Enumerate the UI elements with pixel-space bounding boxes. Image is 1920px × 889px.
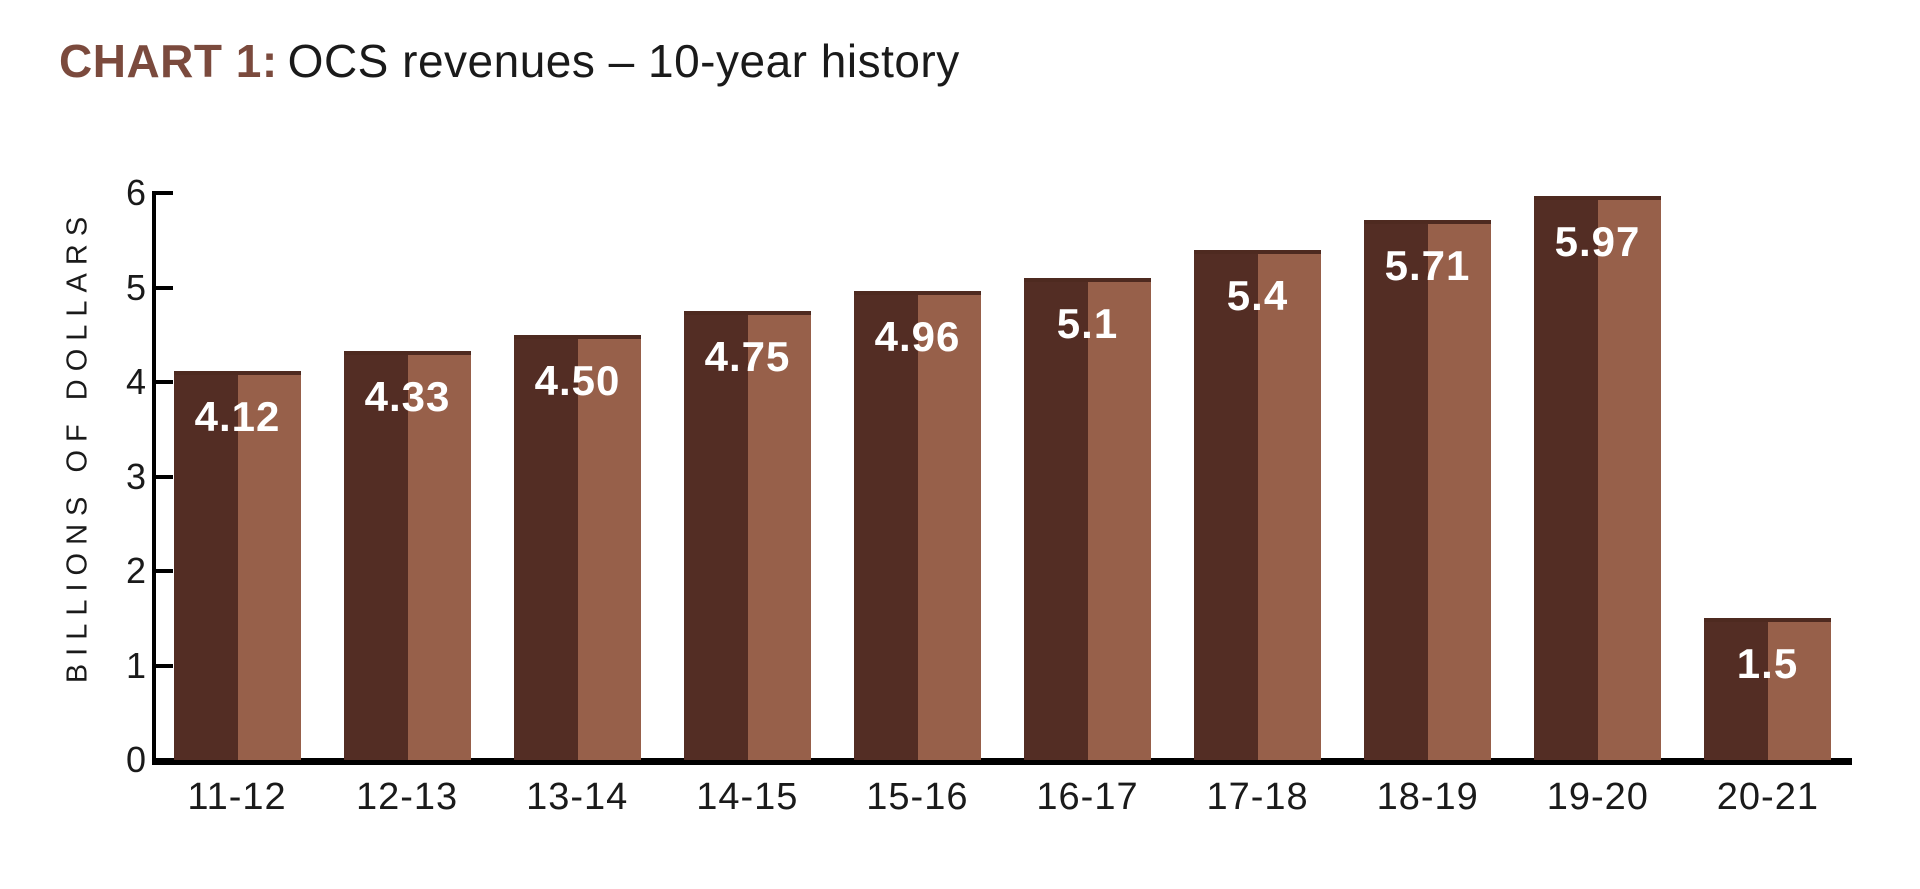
y-tick-mark (152, 474, 173, 479)
bar-13-14: 4.50 (514, 335, 641, 760)
chart-title-prefix: CHART 1: (59, 35, 278, 87)
x-tick-label: 14-15 (696, 776, 799, 818)
bar-value-label: 4.33 (364, 373, 451, 420)
bar-dark-half (1704, 622, 1768, 760)
bar-14-15: 4.75 (684, 311, 811, 760)
chart-title: CHART 1: OCS revenues – 10-year history (59, 36, 960, 87)
bar-dark-half (1364, 224, 1428, 760)
x-tick-label: 17-18 (1206, 776, 1309, 818)
bar-value-label: 4.75 (704, 333, 791, 380)
bar-dark-half (174, 375, 238, 760)
chart-title-text: OCS revenues – 10-year history (287, 35, 960, 87)
bar-value-label: 1.5 (1736, 640, 1799, 687)
bar-18-19: 5.71 (1364, 220, 1491, 760)
bar-light-half (747, 315, 811, 760)
bar-17-18: 5.4 (1194, 250, 1321, 760)
y-tick-label: 4 (125, 361, 146, 402)
bar-light-half (1767, 622, 1831, 760)
bar-11-12: 4.12 (174, 371, 301, 760)
x-tick-label: 15-16 (866, 776, 969, 818)
bar-dark-half (684, 315, 748, 760)
bar-dark-half (1534, 200, 1598, 760)
x-tick-label: 16-17 (1036, 776, 1139, 818)
y-tick-label: 2 (125, 550, 146, 591)
y-tick-label: 0 (125, 739, 146, 780)
x-tick-label: 19-20 (1546, 776, 1649, 818)
bar-dark-half (854, 295, 918, 760)
y-tick-mark (152, 663, 173, 668)
bar-value-label: 4.96 (874, 313, 961, 360)
x-tick-label: 18-19 (1376, 776, 1479, 818)
bar-light-half (1257, 254, 1321, 760)
bar-value-label: 5.71 (1384, 242, 1471, 289)
bar-value-label: 5.1 (1056, 300, 1119, 347)
bar-light-half (577, 339, 641, 760)
y-tick-label: 5 (125, 266, 146, 308)
bar-20-21: 1.5 (1704, 618, 1831, 760)
bar-12-13: 4.33 (344, 351, 471, 760)
y-tick-mark (152, 569, 173, 573)
bar-dark-half (344, 355, 408, 760)
bar-light-half (1597, 200, 1661, 760)
bar-dark-half (1024, 282, 1088, 760)
bar-value-label: 5.97 (1554, 218, 1641, 265)
bar-value-label: 5.4 (1226, 272, 1289, 319)
x-tick-label: 13-14 (526, 776, 629, 818)
bar-light-half (237, 375, 301, 760)
bar-19-20: 5.97 (1534, 196, 1661, 760)
bar-dark-half (514, 339, 578, 760)
y-tick-label: 3 (125, 455, 146, 497)
bar-value-label: 4.12 (194, 393, 281, 440)
bar-light-half (1427, 224, 1491, 760)
bar-dark-half (1194, 254, 1258, 760)
bar-15-16: 4.96 (854, 291, 981, 760)
x-tick-label: 11-12 (187, 776, 287, 818)
bar-value-label: 4.50 (534, 357, 621, 404)
bar-light-half (407, 355, 471, 760)
x-tick-label: 12-13 (355, 776, 459, 818)
bar-light-half (1087, 282, 1151, 760)
y-tick-mark (152, 191, 173, 195)
x-tick-label: 20-21 (1716, 776, 1819, 818)
bar-16-17: 5.1 (1024, 278, 1151, 760)
bar-light-half (917, 295, 981, 760)
y-tick-mark (152, 285, 173, 290)
y-tick-label: 6 (125, 172, 146, 213)
x-axis-baseline (152, 758, 1852, 765)
y-tick-mark (152, 380, 173, 384)
y-tick-label: 1 (125, 644, 146, 686)
